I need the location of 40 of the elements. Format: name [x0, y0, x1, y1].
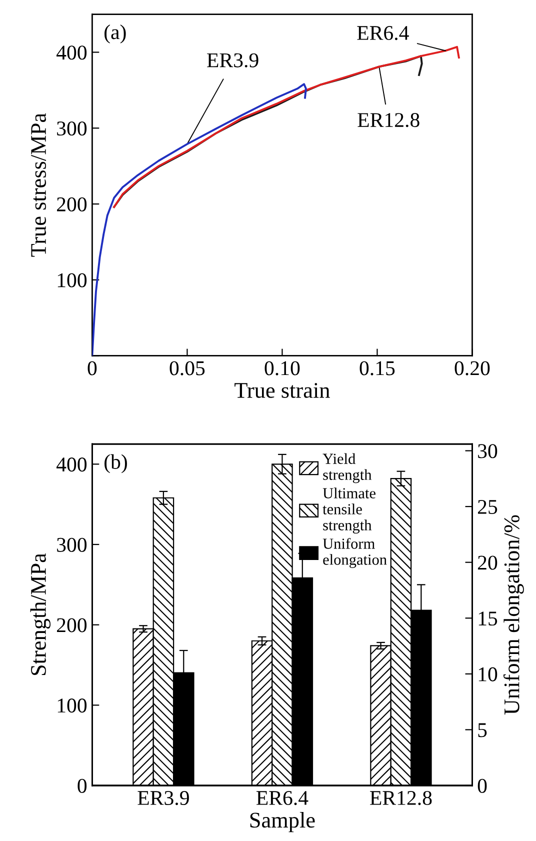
y-tick-label: 300 [57, 121, 87, 136]
x-tick-label: ER3.9 [138, 791, 189, 806]
x-tick-label: 0.05 [170, 361, 205, 376]
y-tick-label: 200 [56, 197, 87, 212]
annotation: (a) [104, 24, 126, 44]
y-tick-label: 400 [56, 46, 87, 60]
y-tick-label: 100 [58, 273, 87, 288]
y2-tick-label: 20 [478, 556, 498, 570]
y2-tick-label: 10 [478, 667, 498, 682]
y-tick-label: 0 [78, 778, 87, 793]
x-axis-title: Sample [250, 812, 315, 832]
y2-tick-label: 5 [478, 723, 487, 738]
y-tick-label: 100 [58, 698, 87, 713]
annotation: (b) [104, 454, 127, 474]
x-tick-label: 0 [88, 361, 97, 376]
series-label: ER3.9 [207, 53, 258, 68]
y-axis-title: Strength/MPa [30, 553, 51, 676]
y-axis-title: True stress/MPa [31, 113, 46, 257]
line-series [92, 83, 307, 356]
y-tick-label: 400 [56, 458, 87, 472]
y-tick-label: 200 [56, 618, 87, 632]
y-tick-label: 300 [57, 538, 87, 552]
series-label: ER6.4 [357, 26, 409, 40]
y2-tick-label: 15 [478, 612, 498, 626]
x-tick-label: ER6.4 [256, 791, 308, 806]
y2-tick-label: 25 [478, 500, 498, 514]
line-series [113, 46, 460, 208]
y2-tick-label: 0 [478, 778, 487, 793]
y2-axis-title: Uniform elongation/% [503, 515, 524, 715]
x-axis-title: True strain [234, 382, 330, 398]
x-tick-label: 0.10 [264, 361, 300, 376]
legend-label: Uniform elongation [322, 538, 387, 568]
x-tick-label: 0.20 [454, 361, 490, 376]
x-tick-label: ER12.8 [370, 790, 432, 806]
x-tick-label: 0.15 [360, 361, 395, 376]
legend-label: Ultimate tensile strength [322, 488, 376, 534]
legend-label: Yield strength [322, 453, 372, 484]
line-series [113, 55, 423, 208]
series-label: ER12.8 [358, 113, 420, 128]
y2-tick-label: 30 [478, 444, 498, 458]
